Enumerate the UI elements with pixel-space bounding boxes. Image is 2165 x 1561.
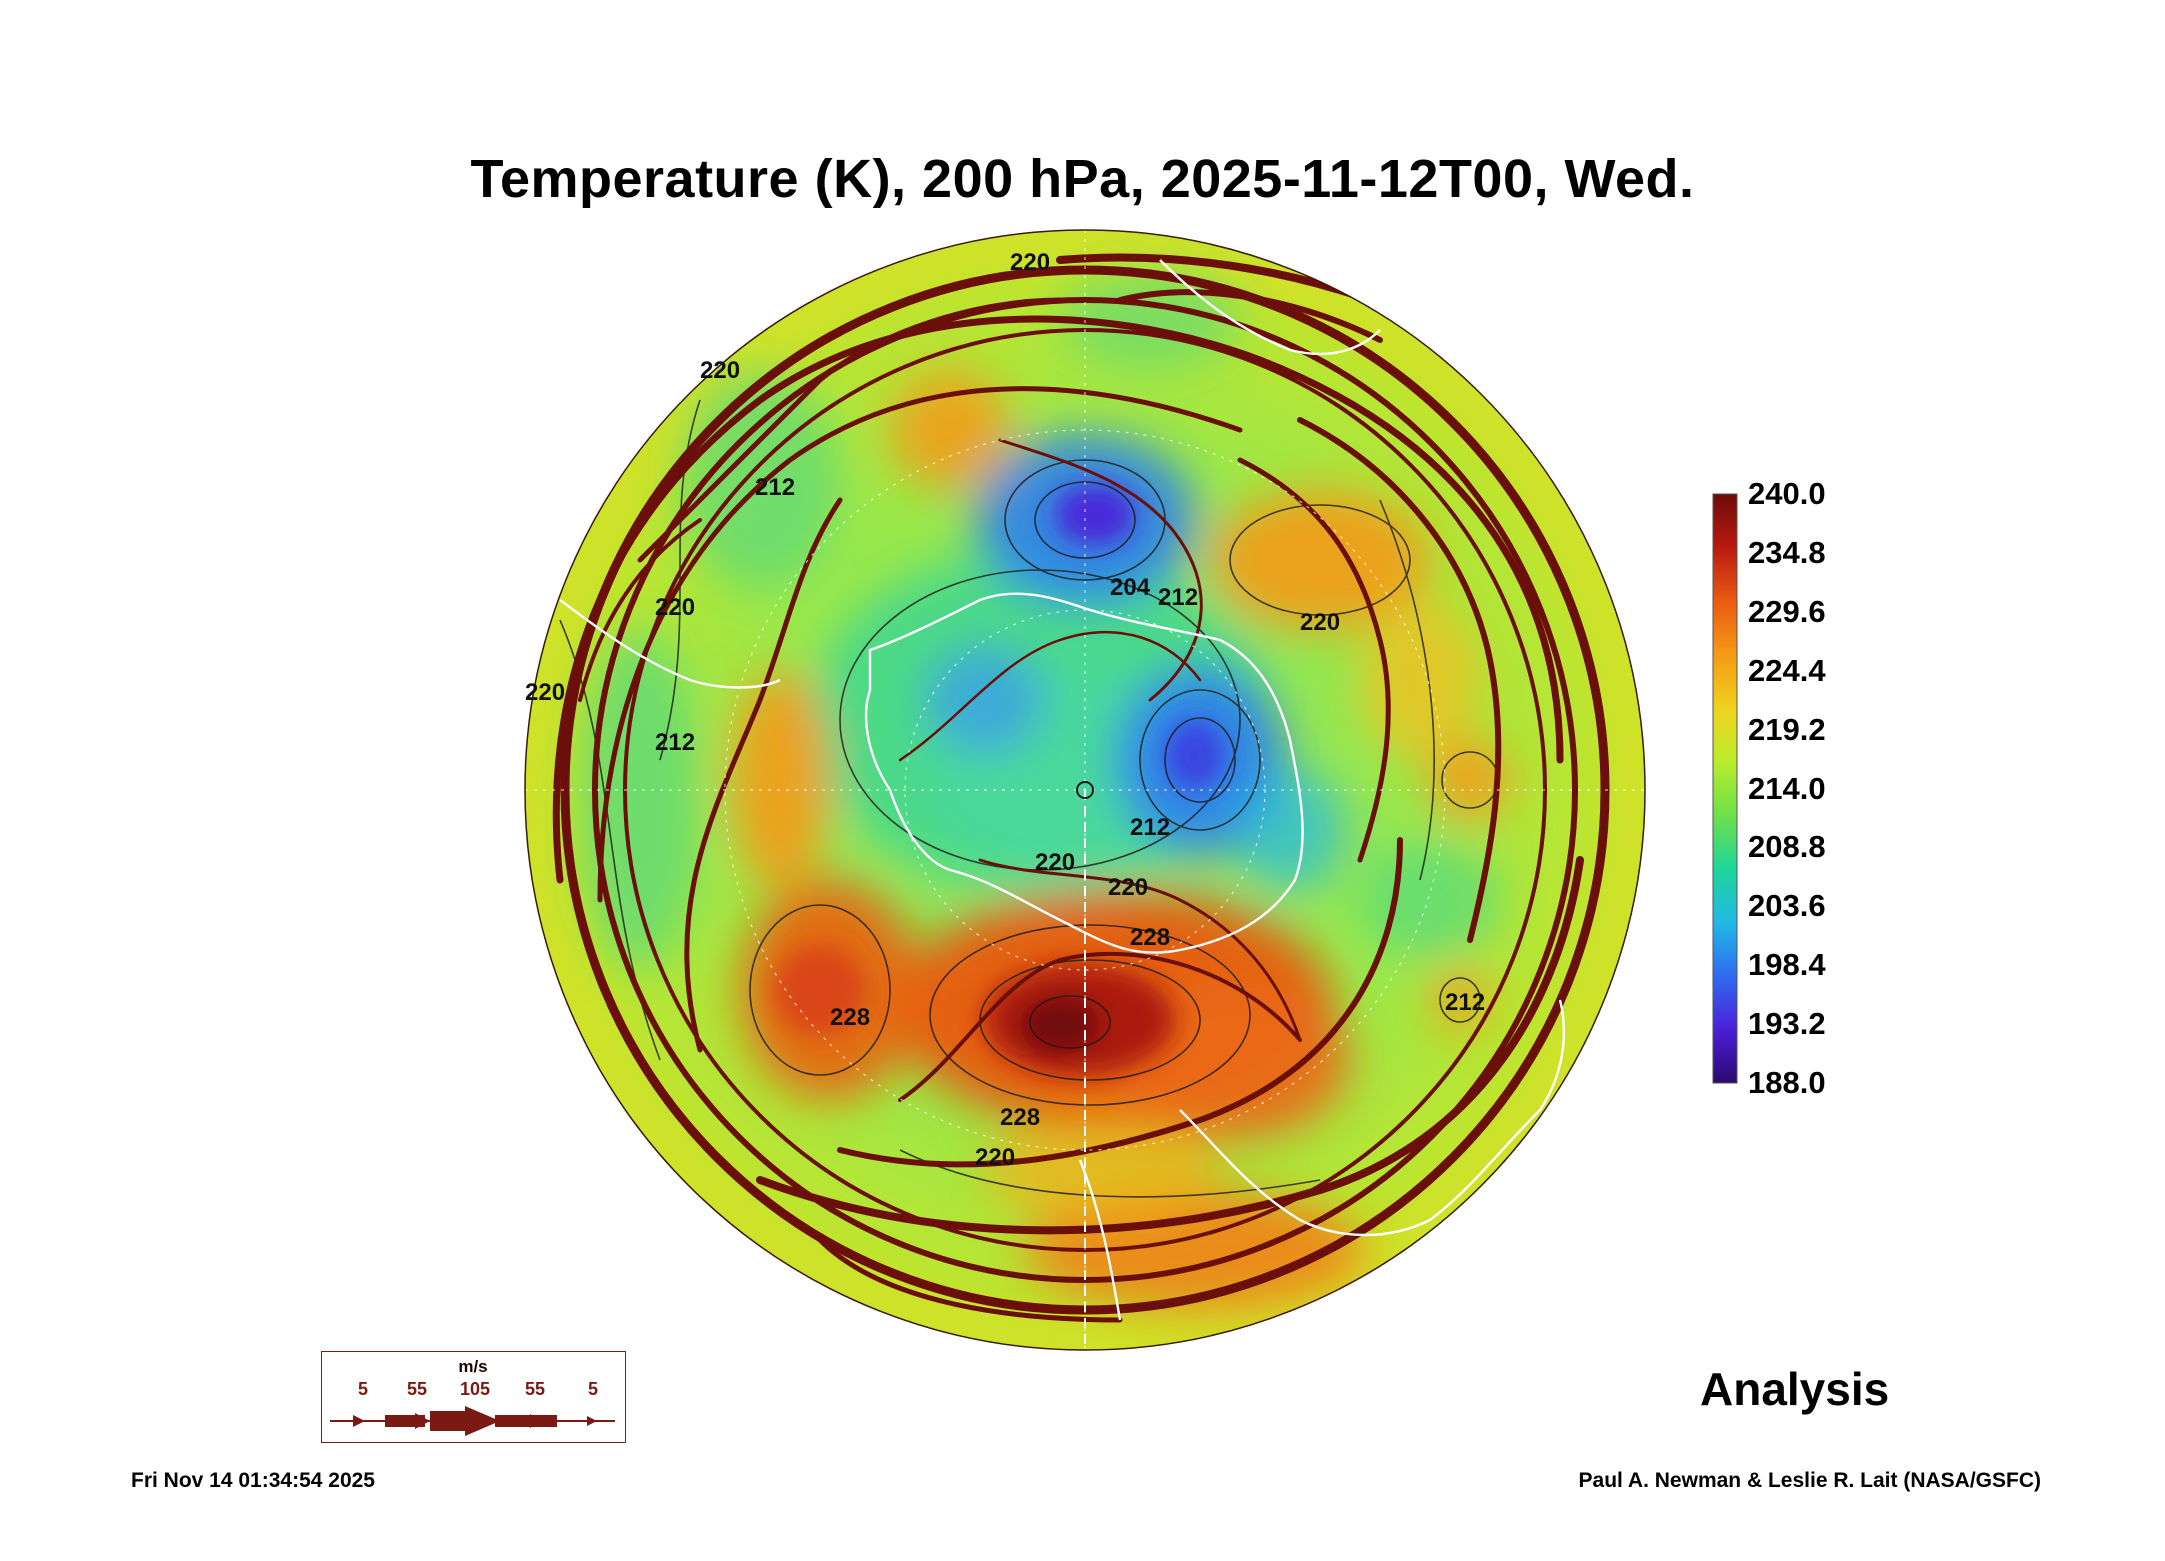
contour-label: 212	[755, 474, 795, 501]
contour-label: 212	[1445, 989, 1485, 1016]
colorbar-tick-label: 214.0	[1748, 770, 1826, 806]
contour-label: 228	[1000, 1104, 1040, 1131]
colorbar-tick-label: 240.0	[1748, 476, 1826, 511]
analysis-label: Analysis	[1700, 1363, 1890, 1415]
contour-label: 212	[655, 729, 695, 756]
wind-legend-arrow	[330, 1406, 615, 1436]
generated-timestamp: Fri Nov 14 01:34:54 2025	[131, 1469, 375, 1492]
map-title: Temperature (K), 200 hPa, 2025-11-12T00,…	[470, 149, 1695, 209]
colorbar-tick-label: 224.4	[1748, 652, 1826, 688]
colorbar-tick-label: 198.4	[1748, 947, 1826, 983]
contour-label: 212	[1130, 814, 1170, 841]
colorbar-gradient	[1712, 493, 1738, 1084]
contour-label: 220	[655, 594, 695, 621]
colorbar-tick-label: 193.2	[1748, 1006, 1826, 1042]
contour-label: 220	[1035, 849, 1075, 876]
colorbar-tick-label: 229.6	[1748, 593, 1826, 629]
legend-value: 5	[587, 1379, 598, 1399]
map-border	[524, 229, 1646, 1351]
legend-unit: m/s	[458, 1357, 488, 1376]
legend-value: 5	[357, 1379, 368, 1399]
credit-text: Paul A. Newman & Leslie R. Lait (NASA/GS…	[1578, 1469, 2041, 1492]
contour-label: 220	[1108, 874, 1148, 901]
colorbar	[1712, 493, 1738, 1084]
colorbar-tick-label: 219.2	[1748, 711, 1826, 747]
contour-label: 220	[975, 1144, 1015, 1171]
wind-speed-legend: m/s 5 55 105 55 5	[321, 1351, 626, 1443]
legend-value: 55	[406, 1379, 428, 1399]
lat-lon-grid	[525, 230, 1645, 1350]
temperature-field	[525, 230, 1645, 1350]
colorbar-tick-label: 208.8	[1748, 829, 1826, 865]
contour-label: 220	[525, 679, 565, 706]
contour-label: 220	[1300, 609, 1340, 636]
colorbar-tick-label: 234.8	[1748, 534, 1826, 570]
contour-label: 228	[1130, 924, 1170, 951]
contour-label: 220	[1010, 249, 1050, 276]
colorbar-tick-label: 188.0	[1748, 1065, 1826, 1100]
legend-value: 55	[524, 1379, 546, 1399]
contour-label: 204	[1110, 574, 1151, 601]
contour-labels: 220 220 212 220 212 204 212 220 212 220 …	[525, 249, 1485, 1171]
colorbar-tick-label: 203.6	[1748, 888, 1826, 924]
legend-value: 105	[459, 1379, 491, 1399]
contour-label: 212	[1158, 584, 1198, 611]
contour-label: 220	[700, 357, 740, 384]
contour-label: 228	[830, 1004, 870, 1031]
